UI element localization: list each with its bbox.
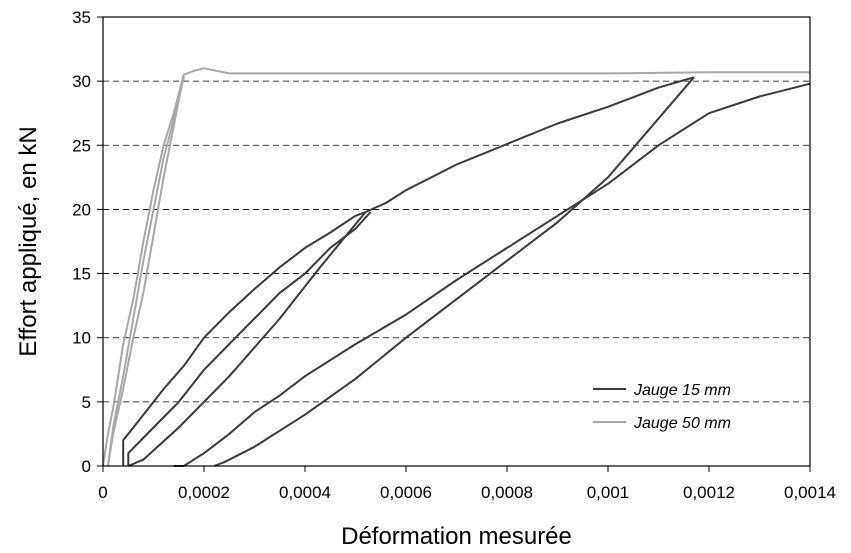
x-tick-label: 0,0002 — [178, 483, 230, 502]
series-0 — [122, 76, 811, 467]
y-tick-label: 15 — [72, 265, 91, 284]
x-axis-title: Déformation mesurée — [341, 523, 572, 550]
y-axis-ticks: 0 5 10 15 20 25 30 35 — [72, 8, 103, 476]
series-0-curve-5 — [173, 82, 811, 467]
series-0-curve-3 — [365, 76, 695, 213]
y-tick-label: 0 — [82, 457, 91, 476]
legend-label-jauge-15: Jauge 15 mm — [633, 382, 731, 399]
series-1 — [102, 67, 810, 467]
y-tick-label: 5 — [82, 393, 91, 412]
y-tick-label: 35 — [72, 8, 91, 27]
gridlines — [103, 80, 810, 403]
x-tick-label: 0,0004 — [279, 483, 331, 502]
plot-area-frame — [102, 16, 811, 467]
x-axis-ticks: 0 0,0002 0,0004 0,0006 0,0008 0,001 0,0012 0,00… — [98, 466, 836, 502]
x-tick-label: 0,0008 — [481, 483, 533, 502]
legend: Jauge 15 mm Jauge 50 mm — [593, 382, 731, 432]
series-1-curve-0 — [102, 67, 810, 467]
series-0-curve-0 — [122, 211, 366, 466]
series-1-curve-1 — [107, 74, 185, 467]
series-layer — [102, 67, 811, 467]
y-axis-title: Effort appliqué, en kN — [15, 126, 42, 356]
x-tick-label: 0,0014 — [784, 483, 836, 502]
x-tick-label: 0 — [98, 483, 107, 502]
y-tick-label: 25 — [72, 136, 91, 155]
y-tick-label: 30 — [72, 72, 91, 91]
y-tick-label: 10 — [72, 329, 91, 348]
x-tick-label: 0,001 — [587, 483, 630, 502]
legend-label-jauge-50: Jauge 50 mm — [633, 415, 731, 432]
series-0-curve-4 — [213, 76, 695, 467]
series-1-curve-2 — [107, 77, 185, 467]
y-tick-label: 20 — [72, 200, 91, 219]
series-0-curve-1 — [127, 211, 367, 467]
series-0-curve-2 — [127, 211, 372, 466]
x-tick-label: 0,0006 — [380, 483, 432, 502]
x-tick-label: 0,0012 — [683, 483, 735, 502]
